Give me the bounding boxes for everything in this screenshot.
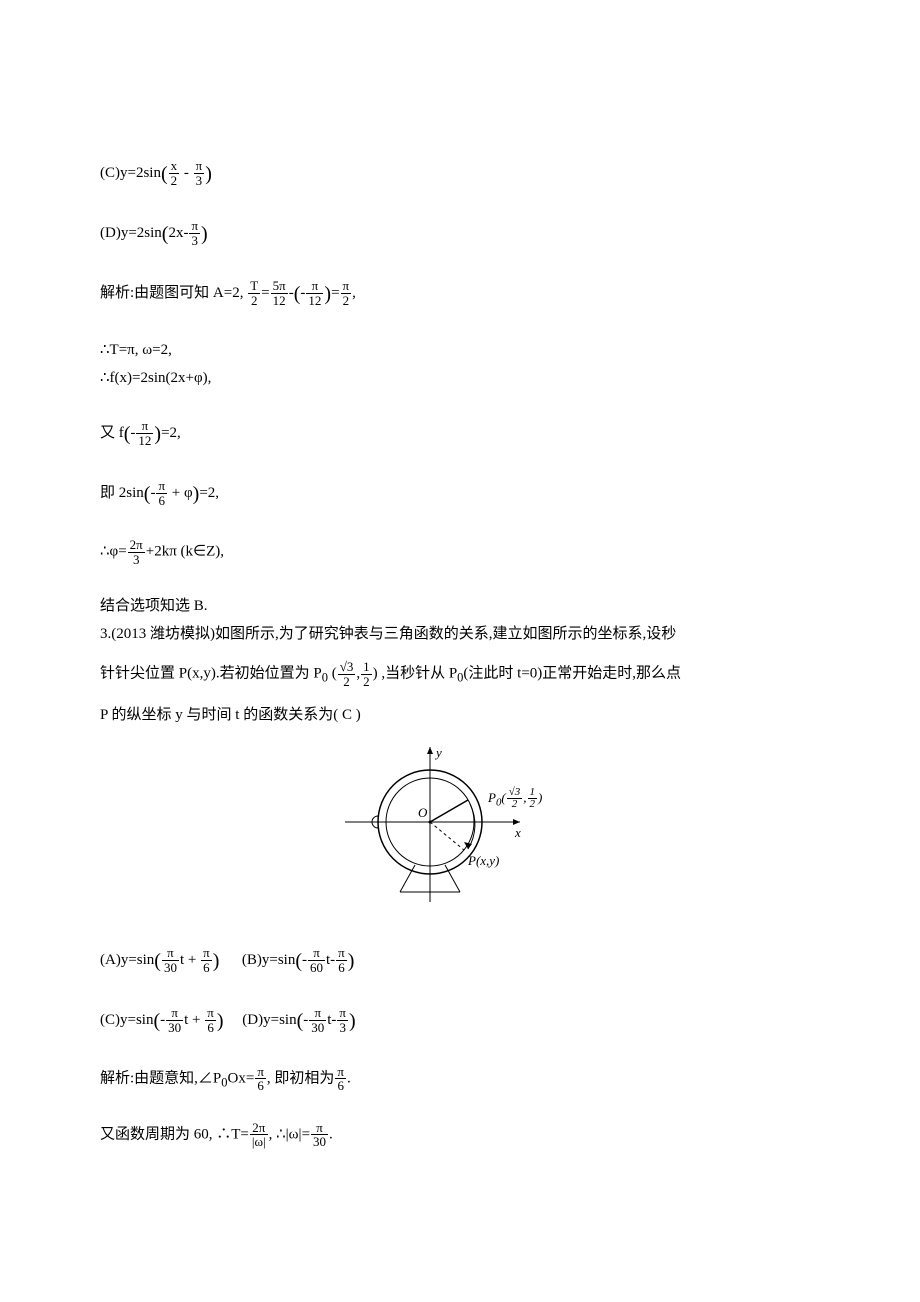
line-fx: ∴f(x)=2sin(2x+φ), xyxy=(100,366,820,390)
option-a: (A)y=sin(π30t + π6) xyxy=(100,952,223,968)
option-c-prefix: (C)y=2sin xyxy=(100,165,161,181)
analysis2-2: 又函数周期为 60, ∴T=2π|ω|, ∴|ω|=π30. xyxy=(100,1121,820,1149)
q3-line2: 针针尖位置 P(x,y).若初始位置为 P0 (√32,12) ,当秒针从 P0… xyxy=(100,660,820,688)
line-ie: 即 2sin(-π6 + φ)=2, xyxy=(100,478,820,510)
y-axis-label: y xyxy=(434,745,442,760)
analysis2-1: 解析:由题意知,∠P0Ox=π6, 即初相为π6. xyxy=(100,1065,820,1093)
origin-label: O xyxy=(418,805,428,820)
option-c2: (C)y=sin(-π30t + π6) xyxy=(100,1012,227,1028)
line-again: 又 f(-π12)=2, xyxy=(100,418,820,450)
line-T: ∴T=π, ω=2, xyxy=(100,338,820,362)
line-phi: ∴φ=2π3+2kπ (k∈Z), xyxy=(100,538,820,566)
option-d2: (D)y=sin(-π30t-π3) xyxy=(242,1012,355,1028)
q3-line3: P 的纵坐标 y 与时间 t 的函数关系为( C ) xyxy=(100,703,820,727)
options-row-1: (A)y=sin(π30t + π6) (B)y=sin(-π60t-π6) xyxy=(100,945,820,977)
option-d-prefix: (D)y=2sin xyxy=(100,225,162,241)
q3-intro: 3.(2013 潍坊模拟)如图所示,为了研究钟表与三角函数的关系,建立如图所示的… xyxy=(100,622,820,646)
point-p0-label: P0(√32,12) xyxy=(488,787,542,812)
option-b: (B)y=sin(-π60t-π6) xyxy=(242,952,355,968)
analysis-1: 解析:由题图可知 A=2, T2=5π12-(-π12)=π2, xyxy=(100,278,820,310)
option-c: (C)y=2sin(x2 - π3) xyxy=(100,158,820,190)
clock-figure: y x O P(x,y) P0(√32,12) xyxy=(100,737,820,925)
line-conclude: 结合选项知选 B. xyxy=(100,594,820,618)
point-p-label: P(x,y) xyxy=(467,853,499,868)
options-row-2: (C)y=sin(-π30t + π6) (D)y=sin(-π30t-π3) xyxy=(100,1005,820,1037)
x-axis-label: x xyxy=(514,825,521,840)
option-d: (D)y=2sin(2x-π3) xyxy=(100,218,820,250)
